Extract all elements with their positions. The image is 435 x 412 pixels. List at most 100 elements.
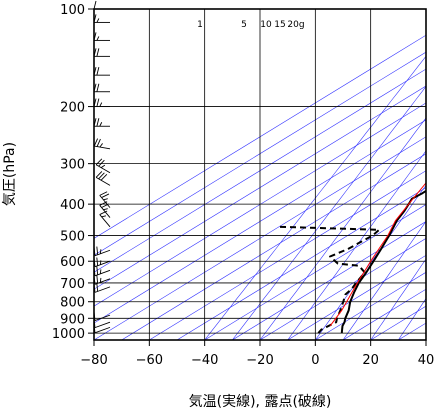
wind-barb-flag <box>96 67 100 76</box>
wind-barb-flag <box>96 98 100 107</box>
x-tick-label: −40 <box>191 353 218 368</box>
wind-barb-staff <box>94 314 111 322</box>
dewpoint-line <box>278 225 381 334</box>
wind-barb <box>93 138 111 150</box>
parcel-line <box>329 182 426 327</box>
isotherm-line <box>232 221 426 340</box>
wind-barb-flag <box>96 138 101 147</box>
wind-barb-flag <box>95 171 103 178</box>
wind-barb-flag <box>98 172 105 180</box>
mixing-ratio-label: 20g <box>287 20 304 30</box>
wind-barb-staff <box>99 205 111 218</box>
wind-barb <box>93 118 110 127</box>
isotherm-line <box>315 271 426 340</box>
wind-barb <box>93 14 110 23</box>
y-tick-label: 500 <box>60 230 85 245</box>
wind-barb-flag <box>96 83 100 92</box>
wind-barb-flag <box>96 48 100 57</box>
wind-barb-flag <box>96 18 100 23</box>
wind-barb <box>93 312 111 322</box>
wind-barb-flag <box>96 118 100 127</box>
isotherm-line <box>149 170 426 340</box>
wind-barb <box>93 48 110 57</box>
adiabat-line <box>259 117 426 340</box>
wind-barb-flag <box>101 193 110 198</box>
x-tick-label: 20 <box>362 353 379 368</box>
wind-barb-flag <box>93 0 97 10</box>
wind-barb <box>93 98 110 108</box>
wind-barb-flag <box>99 191 108 196</box>
wind-barb-staff <box>95 176 111 186</box>
wind-barb <box>99 210 111 228</box>
adiabat-line <box>232 85 426 340</box>
wind-barb-flag <box>101 215 107 218</box>
isotherm-line <box>176 187 426 340</box>
wind-barb-flag <box>96 246 99 255</box>
adiabat-line <box>287 150 426 340</box>
wind-barb-flag <box>99 210 108 215</box>
isotherm-line <box>94 51 426 256</box>
y-tick-label: 100 <box>60 3 85 18</box>
x-axis-title: 気温(実線), 露点(破線) <box>189 394 332 410</box>
isotherm-line <box>94 136 426 340</box>
wind-barb-flag <box>99 277 102 283</box>
wind-barb-flag <box>93 138 99 147</box>
y-axis-title: 気圧(hPa) <box>2 142 18 206</box>
wind-barb-flag <box>99 260 102 265</box>
isotherm-line <box>121 153 426 340</box>
wind-barb <box>93 246 111 257</box>
wind-barb-flag <box>100 164 106 168</box>
wind-barb-flag <box>99 122 103 127</box>
wind-barb-staff <box>94 326 111 334</box>
wind-barb-flag <box>96 275 99 284</box>
y-tick-label: 300 <box>60 158 85 173</box>
y-tick-label: 400 <box>60 198 85 213</box>
wind-barb-flag <box>99 249 102 254</box>
wind-barb-flag <box>95 158 103 166</box>
wind-barb-staff <box>94 249 111 257</box>
wind-barb-staff <box>94 260 111 268</box>
wind-barb <box>93 257 111 268</box>
profile-series <box>278 182 426 334</box>
wind-barb-flag <box>99 269 102 274</box>
mixing-ratio-labels: 1 5 10 15 20g <box>197 20 304 30</box>
adiabat-line <box>370 258 426 340</box>
wind-barb-flag <box>100 173 108 181</box>
isotherm-line <box>204 204 426 340</box>
isotherm-line <box>287 254 426 340</box>
isotherm-line <box>259 238 426 340</box>
wind-barb <box>93 319 111 329</box>
isotherm-line <box>94 34 426 239</box>
y-tick-label: 600 <box>60 255 85 270</box>
wind-barb-flag <box>98 159 105 167</box>
adiabat-line <box>425 339 426 340</box>
wind-barb-flag <box>96 283 99 292</box>
isotherm-line <box>425 339 426 340</box>
isotherm-lines <box>94 34 426 340</box>
temperature-gridlines <box>148 9 372 340</box>
wind-barb <box>93 83 110 93</box>
wind-barb-flag <box>99 102 103 107</box>
adiabat-line <box>398 297 426 340</box>
wind-barb-flag <box>99 143 103 148</box>
adiabat-line <box>315 184 426 340</box>
wind-barb <box>95 171 111 186</box>
wind-barb-flag <box>96 257 99 266</box>
mixing-ratio-label: 5 <box>241 20 247 30</box>
wind-barb-flag <box>103 198 108 201</box>
wind-barb <box>93 266 111 277</box>
wind-barb-staff <box>94 269 111 277</box>
wind-barb-flag <box>103 208 108 211</box>
wind-barb-staff <box>95 164 111 174</box>
wind-barb <box>99 191 111 208</box>
y-tick-label: 800 <box>60 296 85 311</box>
isotherm-line <box>94 68 426 273</box>
wind-barb-staff <box>99 195 111 208</box>
wind-barb-staff <box>99 214 111 228</box>
wind-barb <box>95 158 111 174</box>
x-tick-label: −60 <box>136 353 163 368</box>
adiabat-line <box>342 220 426 340</box>
wind-barb-staff <box>94 145 111 150</box>
mixing-ratio-label: 10 <box>260 20 272 30</box>
